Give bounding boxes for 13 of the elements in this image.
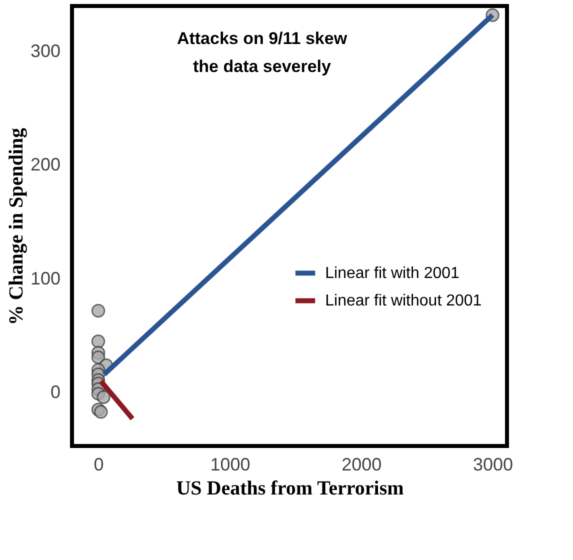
- legend-label: Linear fit without 2001: [325, 292, 482, 310]
- y-tick-label: 300: [30, 40, 60, 61]
- y-tick-label: 200: [30, 154, 60, 175]
- y-tick-label: 0: [50, 382, 60, 402]
- x-axis-title: US Deaths from Terrorism: [176, 478, 404, 500]
- x-tick-label: 1000: [210, 454, 250, 474]
- x-tick-label: 3000: [473, 454, 514, 474]
- y-tick-label: 100: [30, 268, 60, 288]
- x-tick-label: 2000: [342, 454, 382, 474]
- x-tick-label: 0: [94, 454, 104, 474]
- y-axis-title: % Change in Spending: [5, 128, 28, 326]
- legend-label: Linear fit with 2001: [325, 265, 460, 282]
- annotation: Attacks on 9/11 skew the data severely: [176, 29, 348, 76]
